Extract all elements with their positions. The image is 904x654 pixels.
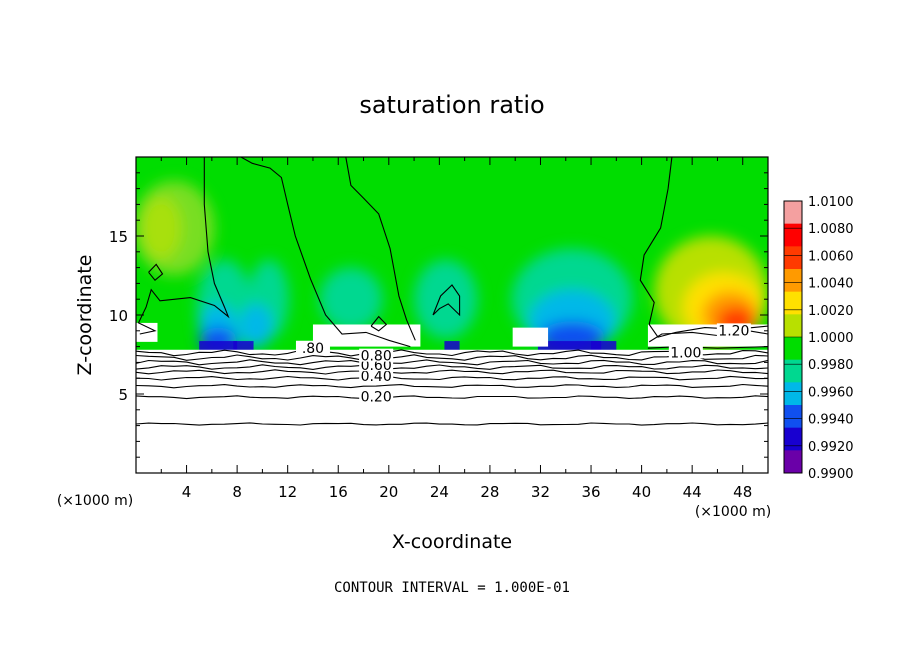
x-axis: 4 8 12 16 20 24 28 32 36 40 44 48 — [160, 157, 752, 501]
x-unit-label-left: (×1000 m) — [57, 493, 133, 509]
colorbar-swatch — [784, 201, 802, 225]
y-tick-label: 5 — [118, 386, 128, 404]
y-tick-label: 10 — [109, 307, 128, 325]
contour-layer — [136, 157, 768, 426]
field-shading — [136, 180, 768, 355]
colorbar-swatch — [784, 291, 802, 315]
colorbar-label: 1.0060 — [808, 249, 854, 264]
colorbar-label: 0.9920 — [808, 440, 854, 455]
field-blob — [414, 259, 478, 339]
contour-label-bg — [359, 389, 394, 403]
contour-line-100 — [148, 263, 164, 281]
colorbar-label: 1.0020 — [808, 304, 854, 319]
contour-line — [136, 395, 768, 400]
y-axis: 5 10 15 — [109, 172, 768, 458]
low-band — [233, 341, 254, 351]
colorbar-label: 0.9980 — [808, 358, 854, 373]
colorbar-label: 1.0000 — [808, 331, 854, 346]
colorbar-label: 1.0080 — [808, 222, 854, 237]
colorbar-label: 0.9900 — [808, 467, 854, 482]
contour-label: 0.80 — [361, 349, 392, 365]
colorbar-swatch — [784, 359, 802, 383]
contour-line — [136, 349, 768, 357]
contour-line-100 — [639, 157, 768, 338]
x-tick-label: 20 — [379, 483, 398, 501]
contour-label: 1.00 — [670, 346, 701, 362]
field-layer — [136, 157, 768, 473]
colorbar-swatch — [784, 382, 802, 406]
colorbar-swatch — [784, 337, 802, 361]
x-tick-label: 28 — [480, 483, 499, 501]
contour-label: 0.40 — [361, 369, 392, 385]
contour-line — [136, 359, 768, 366]
y-tick-label: 15 — [109, 228, 128, 246]
contour-interval-note: CONTOUR INTERVAL = 1.000E-01 — [334, 580, 570, 596]
contour-line-100 — [345, 157, 416, 341]
colorbar-swatch — [784, 450, 802, 474]
x-tick-label: 8 — [232, 483, 242, 501]
low-band — [591, 341, 617, 351]
contour-label-bg — [359, 348, 394, 362]
x-tick-label: 24 — [430, 483, 449, 501]
x-tick-label: 32 — [531, 483, 550, 501]
contour-label: 0.60 — [361, 358, 392, 374]
y-axis-label: Z-coordinate — [74, 255, 96, 376]
low-band — [537, 341, 602, 351]
contour-label: .80 — [302, 341, 324, 357]
chart-title: saturation ratio — [359, 91, 544, 119]
x-tick-label: 44 — [683, 483, 702, 501]
contour-line — [136, 369, 768, 375]
colorbar-swatch — [784, 405, 802, 429]
x-unit-label-right: (×1000 m) — [695, 504, 771, 520]
contour-label: 0.20 — [361, 390, 392, 406]
contour-line-100 — [370, 315, 388, 332]
contour-label-bg — [359, 369, 394, 383]
colorbar: 1.0100 1.0080 1.0060 1.0040 1.0020 1.0000 0.99… — [783, 195, 854, 482]
contour-label-bg — [716, 323, 751, 337]
x-tick-label: 48 — [733, 483, 752, 501]
field-blob — [319, 267, 383, 331]
field-blob — [141, 196, 182, 260]
contour-line-120 — [648, 330, 768, 343]
contour-line-100 — [432, 284, 461, 317]
colorbar-swatch — [784, 223, 802, 247]
x-axis-label: X-coordinate — [392, 531, 512, 553]
colorbar-label: 1.0040 — [808, 277, 854, 292]
contour-line — [136, 375, 768, 381]
low-band — [199, 341, 238, 351]
x-tick-label: 4 — [182, 483, 192, 501]
contour-line — [136, 383, 768, 389]
contour-line-100 — [240, 157, 411, 348]
colorbar-swatch — [784, 314, 802, 338]
low-band — [444, 341, 460, 351]
contour-line-100 — [137, 157, 230, 335]
contour-labels: 0.20 0.400.600.80 .80 1.00 1.20 — [295, 323, 751, 406]
contour-line — [136, 364, 768, 370]
contour-line — [136, 354, 768, 361]
x-tick-label: 16 — [329, 483, 348, 501]
colorbar-swatch — [784, 427, 802, 451]
contour-label-bg — [295, 340, 330, 354]
colorbar-label: 1.0100 — [808, 195, 854, 210]
x-tick-label: 40 — [632, 483, 651, 501]
contour-label: 1.20 — [718, 323, 749, 339]
plot-area — [136, 157, 768, 473]
contour-line — [136, 422, 768, 426]
colorbar-label: 0.9940 — [808, 413, 854, 428]
cloud-base-patch — [512, 327, 549, 347]
contour-label-bg — [668, 345, 703, 359]
cloud-base-patch — [312, 324, 421, 347]
colorbar-swatch — [784, 246, 802, 270]
x-tick-label: 12 — [278, 483, 297, 501]
colorbar-label: 0.9960 — [808, 385, 854, 400]
colorbar-swatch — [784, 269, 802, 293]
field-blob — [239, 303, 273, 349]
x-tick-label: 36 — [581, 483, 600, 501]
